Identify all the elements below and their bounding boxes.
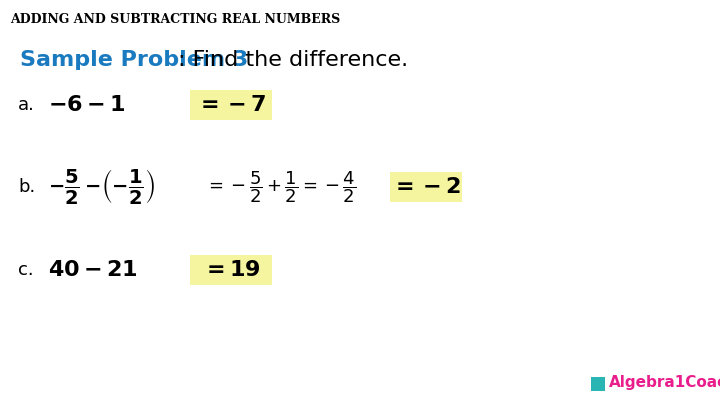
Text: ADDING AND SUBTRACTING REAL NUMBERS: ADDING AND SUBTRACTING REAL NUMBERS <box>10 13 341 26</box>
FancyBboxPatch shape <box>190 90 272 120</box>
FancyBboxPatch shape <box>190 255 272 285</box>
Text: Algebra1Coach.com: Algebra1Coach.com <box>609 375 720 390</box>
FancyBboxPatch shape <box>591 377 605 391</box>
Text: a.: a. <box>18 96 35 114</box>
Text: b.: b. <box>18 178 35 196</box>
FancyBboxPatch shape <box>390 172 462 202</box>
Text: Sample Problem 3: Sample Problem 3 <box>20 50 248 70</box>
Text: $\mathbf{-\dfrac{5}{2}-\!\left(-\dfrac{1}{2}\right)}$: $\mathbf{-\dfrac{5}{2}-\!\left(-\dfrac{1… <box>48 168 155 207</box>
Text: c.: c. <box>18 261 34 279</box>
Text: $\mathbf{40-21}$: $\mathbf{40-21}$ <box>48 260 138 280</box>
Text: $= -\dfrac{5}{2}+\dfrac{1}{2}=-\dfrac{4}{2}$: $= -\dfrac{5}{2}+\dfrac{1}{2}=-\dfrac{4}… <box>205 169 356 205</box>
Text: $\mathbf{= -2}$: $\mathbf{= -2}$ <box>391 177 461 197</box>
Text: $\mathbf{= 19}$: $\mathbf{= 19}$ <box>202 260 261 280</box>
Text: : Find the difference.: : Find the difference. <box>178 50 408 70</box>
Text: $\mathbf{-6-1}$: $\mathbf{-6-1}$ <box>48 95 125 115</box>
Text: $\mathbf{= -7}$: $\mathbf{= -7}$ <box>196 95 266 115</box>
